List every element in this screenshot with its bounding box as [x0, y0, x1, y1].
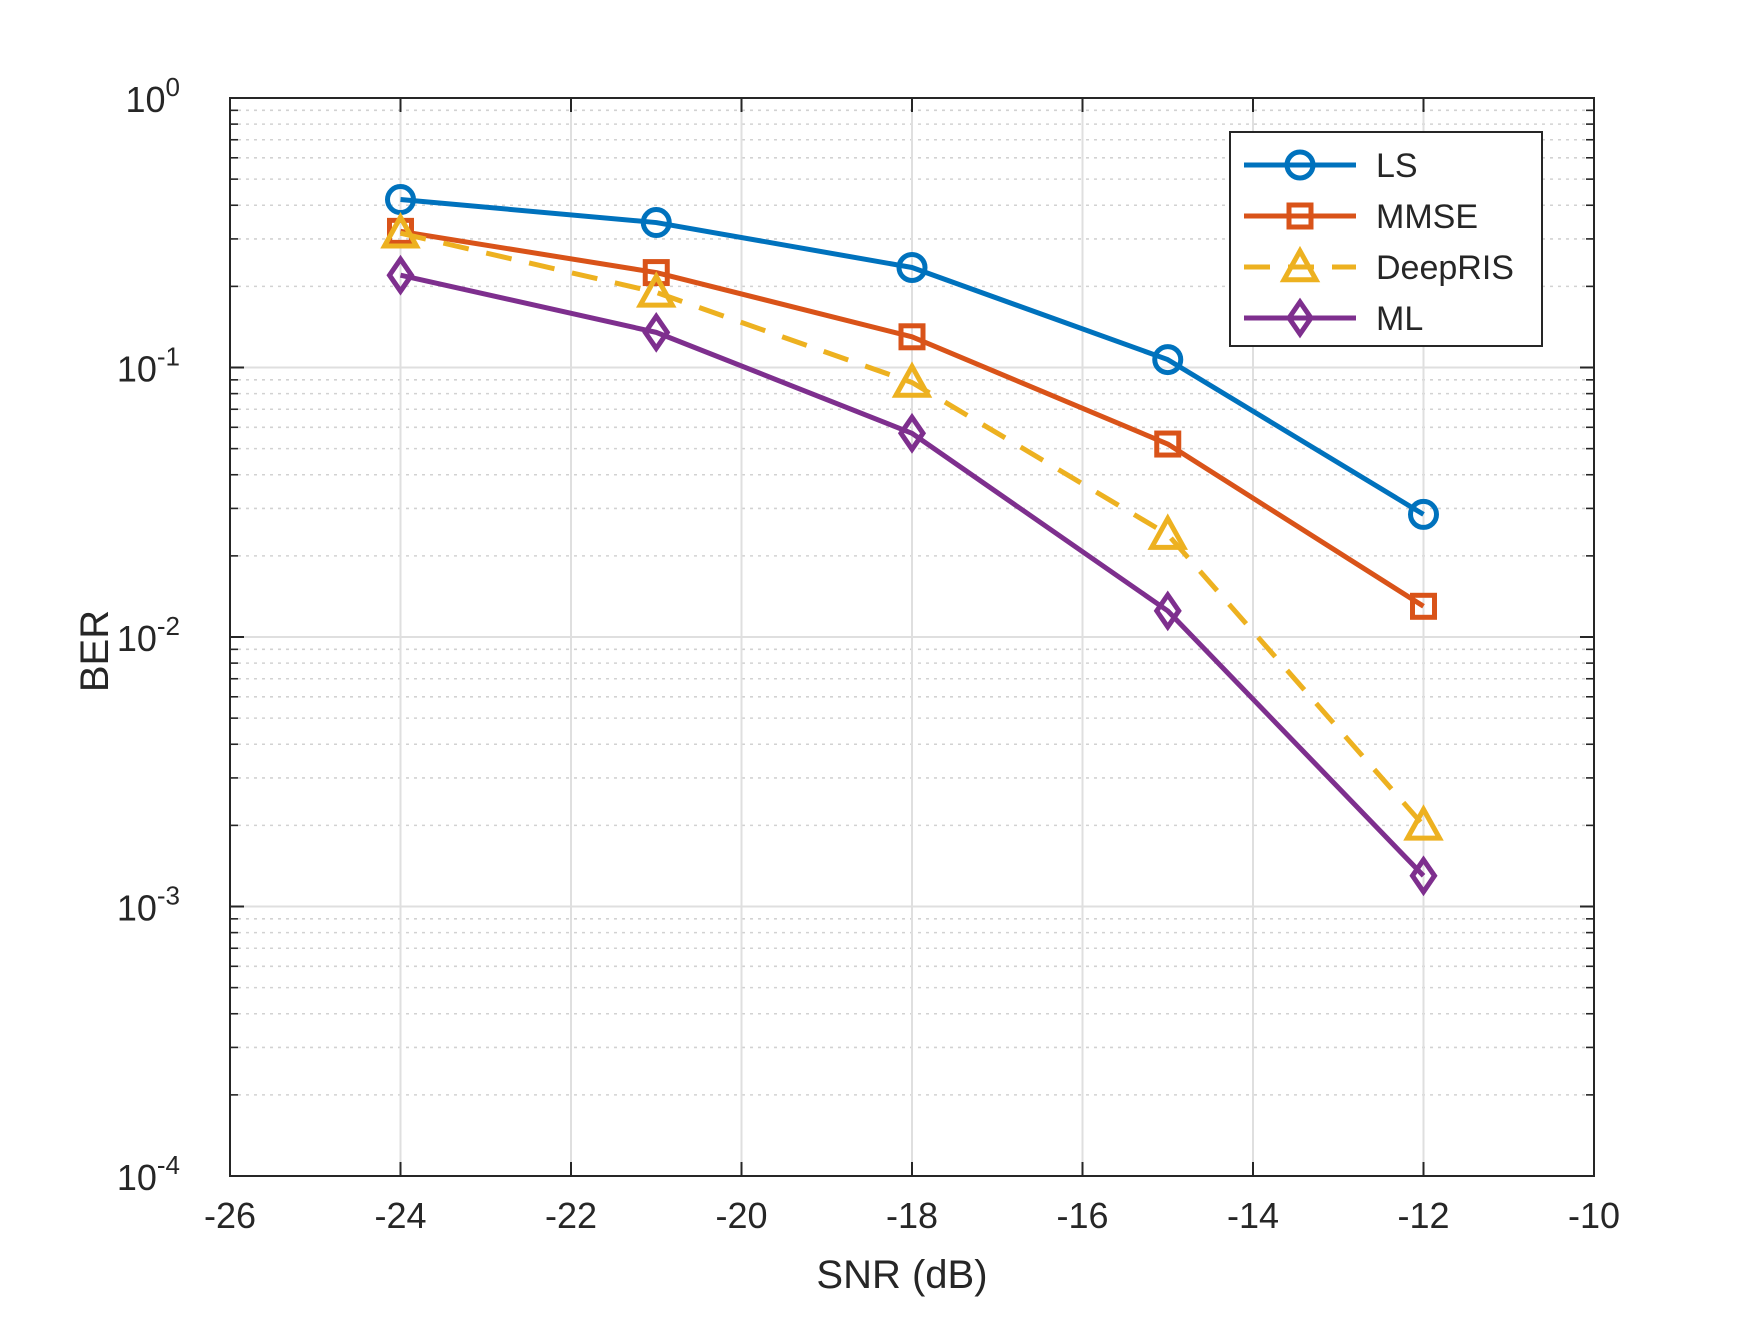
legend-label-mmse: MMSE: [1376, 198, 1478, 236]
x-tick-label: -12: [1397, 1195, 1449, 1236]
series-line-ml: [399, 272, 1426, 878]
data-point-deepris: [891, 361, 933, 398]
data-point-deepris: [1147, 513, 1188, 550]
data-point-mmse: [1410, 592, 1437, 620]
series-ml: [386, 254, 1438, 897]
legend-label-ml: ML: [1376, 300, 1423, 338]
data-point-ls: [640, 207, 672, 239]
x-tick-label: -10: [1568, 1195, 1620, 1236]
y-tick-label: 10-1: [117, 342, 180, 390]
data-point-deepris: [380, 212, 421, 249]
x-axis-label: SNR (dB): [816, 1253, 987, 1297]
x-tick-label: -16: [1056, 1195, 1108, 1236]
y-tick-label: 10-4: [117, 1150, 180, 1198]
legend-item-ml: ML: [1244, 297, 1423, 339]
y-tick-label: 10-3: [117, 881, 180, 929]
legend-marker-mmse: [1286, 202, 1314, 230]
legend-item-deepris: DeepRIS: [1244, 245, 1514, 287]
legend: LS MMSE DeepRIS ML: [1229, 131, 1543, 347]
series-line-ls: [400, 197, 1425, 517]
data-point-ls: [1152, 344, 1184, 376]
legend-box: [1229, 131, 1543, 347]
data-point-ls: [896, 251, 928, 283]
data-point-ml: [897, 412, 927, 454]
data-point-deepris: [636, 271, 677, 308]
x-tick-label: -18: [886, 1195, 938, 1236]
series-layer: [380, 184, 1444, 897]
series-line-deepris: [399, 230, 1426, 828]
series-deepris: [380, 212, 1444, 841]
legend-marker-deepris: [1279, 245, 1321, 283]
data-point-mmse: [1154, 430, 1182, 458]
series-mmse: [387, 217, 1437, 620]
y-axis-label: BER: [73, 610, 117, 692]
data-point-ml: [642, 311, 671, 353]
data-point-mmse: [898, 323, 926, 351]
x-tick-label: -24: [374, 1195, 426, 1236]
series-line-mmse: [400, 228, 1425, 609]
x-tick-label: -20: [715, 1195, 767, 1236]
legend-marker-ml: [1285, 297, 1315, 339]
data-point-ml: [1153, 590, 1182, 632]
legend-item-mmse: MMSE: [1244, 198, 1478, 236]
data-point-ls: [1408, 498, 1439, 530]
tick-labels-layer: -26 -24 -22 -20 -18 -16 -14 -12 -10 100 10-1 10-2 10…: [117, 72, 1620, 1236]
data-point-deepris: [1403, 804, 1444, 841]
x-tick-label: -26: [204, 1195, 256, 1236]
legend-marker-ls: [1284, 149, 1316, 181]
y-tick-label: 10-2: [117, 611, 180, 659]
legend-item-ls: LS: [1244, 147, 1418, 185]
data-point-mmse: [642, 259, 670, 287]
legend-label-deepris: DeepRIS: [1376, 249, 1514, 287]
data-point-ml: [1409, 855, 1438, 897]
x-tick-label: -14: [1227, 1195, 1279, 1236]
y-tick-label: 100: [125, 72, 180, 120]
legend-label-ls: LS: [1376, 147, 1418, 185]
x-tick-label: -22: [545, 1195, 597, 1236]
axes-layer: [229, 97, 1595, 1177]
data-point-ml: [386, 254, 415, 296]
